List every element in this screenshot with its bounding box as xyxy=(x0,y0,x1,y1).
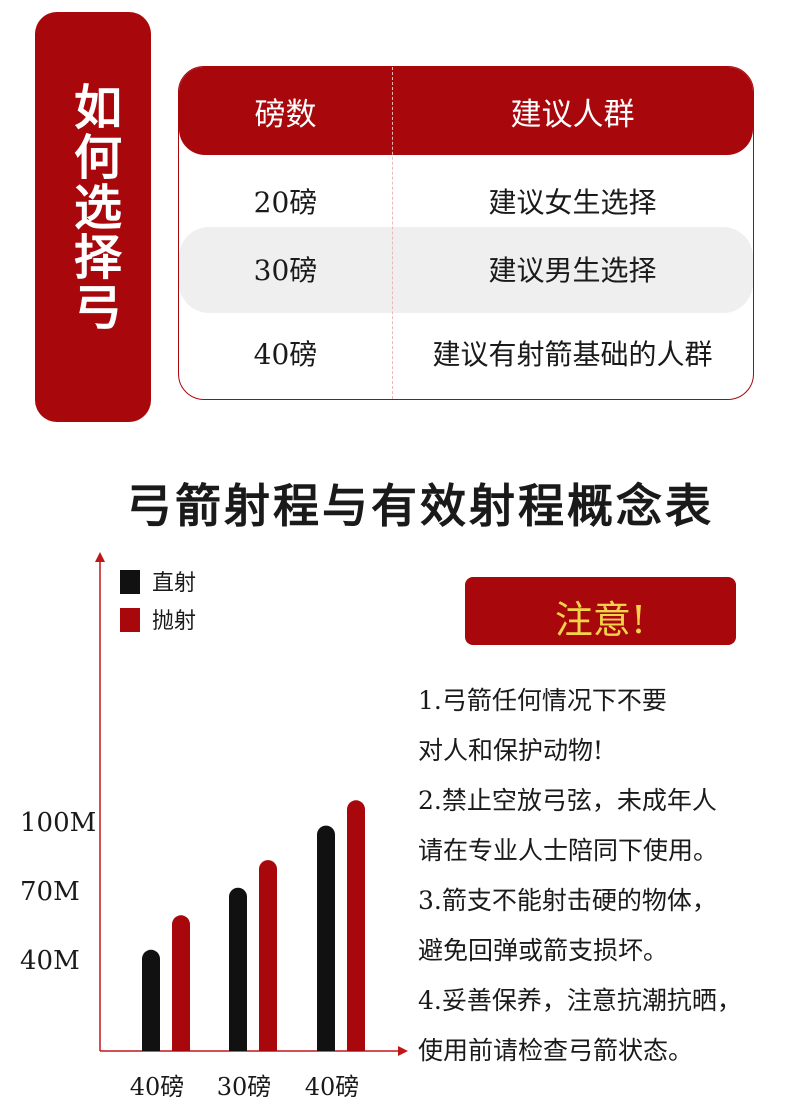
row-pounds: 20磅 xyxy=(253,186,318,219)
y-axis-arrow xyxy=(95,552,105,562)
notice-line: 使用前请检查弓箭状态。 xyxy=(418,1036,694,1065)
table-row: 20磅 建议女生选择 xyxy=(179,159,753,245)
bar-base xyxy=(142,1039,160,1051)
side-tag: 如何选择弓 xyxy=(35,12,151,422)
row-audience: 建议有射箭基础的人群 xyxy=(432,338,713,371)
bar-base xyxy=(172,1039,190,1051)
notice-line: 请在专业人士陪同下使用。 xyxy=(418,836,719,865)
table-header: 磅数 建议人群 xyxy=(179,67,753,155)
column-divider xyxy=(392,67,393,399)
legend-swatch xyxy=(120,570,140,594)
bar-base xyxy=(347,1039,365,1051)
notice-line: 3.箭支不能射击硬的物体， xyxy=(418,886,717,915)
x-tick-label: 30磅 xyxy=(217,1073,272,1101)
table-row: 40磅 建议有射箭基础的人群 xyxy=(179,311,753,397)
table-row: 30磅 建议男生选择 xyxy=(179,227,753,313)
bar-base xyxy=(317,1039,335,1051)
legend-label: 直射 xyxy=(152,571,196,596)
side-tag-text: 如何选择弓 xyxy=(65,82,121,332)
legend-swatch xyxy=(120,608,140,632)
row-pounds: 30磅 xyxy=(253,254,318,287)
header-audience: 建议人群 xyxy=(510,97,635,133)
bar xyxy=(172,915,190,1051)
y-tick-label: 40M xyxy=(20,946,80,976)
row-audience: 建议女生选择 xyxy=(488,186,657,219)
header-pounds: 磅数 xyxy=(254,97,317,133)
bar xyxy=(259,860,277,1051)
bar-base xyxy=(229,1039,247,1051)
notice-list: 1.弓箭任何情况下不要 对人和保护动物! 2.禁止空放弓弦，未成年人 请在专业人… xyxy=(418,676,778,1076)
notice-line: 4.妥善保养，注意抗潮抗晒， xyxy=(418,986,742,1015)
bar xyxy=(317,825,335,1051)
chart-title: 弓箭射程与有效射程概念表 xyxy=(126,479,714,533)
bow-selection-table: 磅数 建议人群 20磅 建议女生选择 30磅 建议男生选择 40磅 建议有射箭基… xyxy=(178,66,754,400)
notice-line: 避免回弹或箭支损坏。 xyxy=(418,936,669,965)
bar-base xyxy=(259,1039,277,1051)
bar xyxy=(229,887,247,1051)
x-tick-label: 40磅 xyxy=(305,1073,360,1101)
bar xyxy=(347,800,365,1051)
bar xyxy=(142,949,160,1051)
row-audience: 建议男生选择 xyxy=(488,254,657,287)
notice-line: 2.禁止空放弓弦，未成年人 xyxy=(418,786,717,815)
x-tick-label: 40磅 xyxy=(130,1073,185,1101)
row-pounds: 40磅 xyxy=(253,338,318,371)
y-tick-label: 100M xyxy=(20,808,96,838)
notice-title: 注意! xyxy=(554,598,647,642)
x-axis-arrow xyxy=(398,1046,408,1056)
legend-label: 抛射 xyxy=(152,609,196,634)
notice-banner: 注意! xyxy=(465,577,736,645)
notice-line: 1.弓箭任何情况下不要 xyxy=(418,686,667,715)
notice-line: 对人和保护动物! xyxy=(418,736,604,765)
y-tick-label: 70M xyxy=(20,877,80,907)
